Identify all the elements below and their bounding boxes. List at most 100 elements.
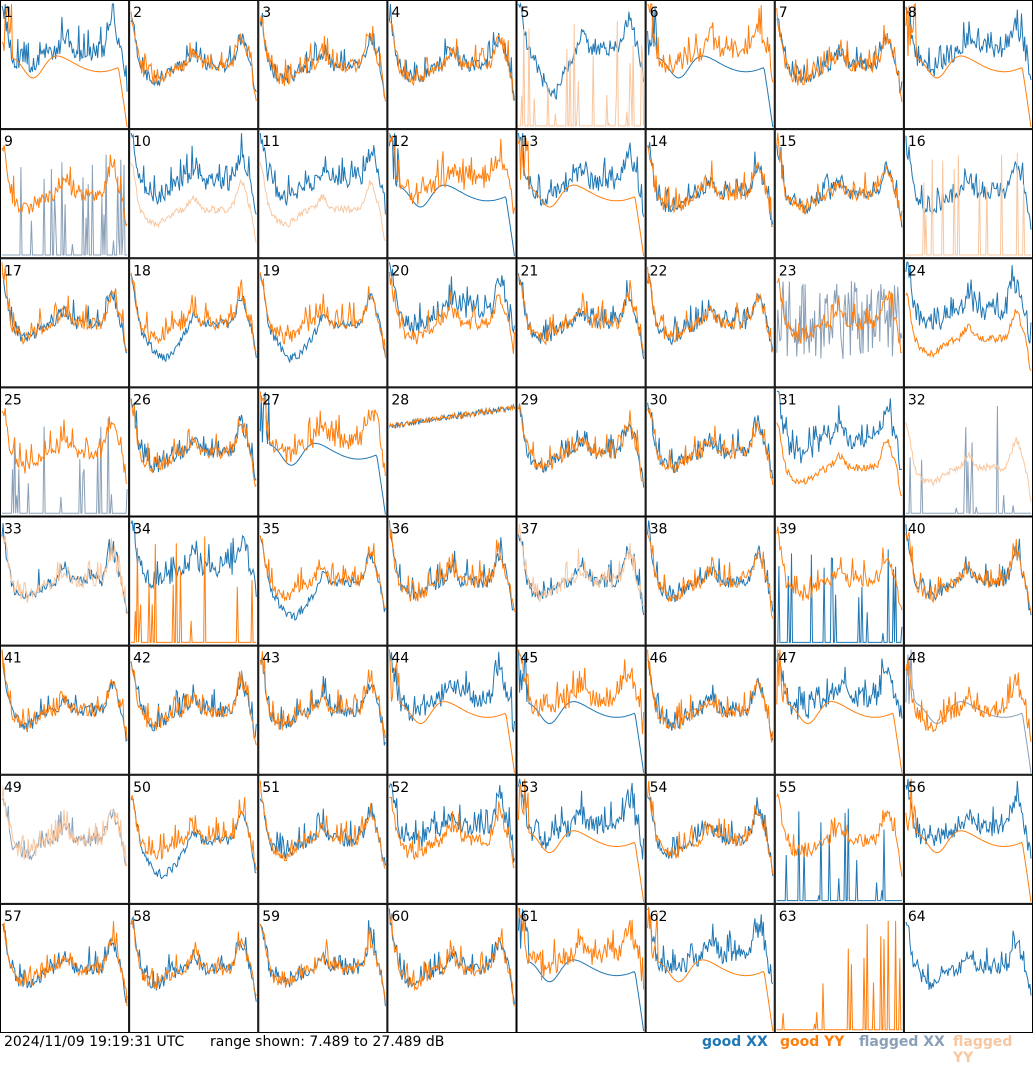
series-xx-64	[905, 921, 1032, 996]
series-yy-35	[259, 535, 386, 609]
series-yy-2	[130, 11, 257, 102]
panel-28: 28	[387, 387, 517, 517]
series-yy-47	[776, 649, 903, 773]
panel-label: 34	[133, 522, 151, 538]
panel-label: 15	[779, 134, 797, 150]
series-xx-62	[647, 906, 774, 985]
panel-8: 8	[903, 0, 1033, 130]
panel-17: 17	[0, 258, 130, 388]
panel-54: 54	[645, 774, 775, 904]
panel-label: 4	[391, 5, 400, 21]
panel-label: 60	[391, 909, 409, 925]
panel-frame	[258, 258, 388, 388]
panel-41: 41	[0, 645, 130, 775]
series-yy-19	[259, 272, 386, 358]
panel-label: 8	[908, 5, 917, 21]
panel-38: 38	[645, 516, 775, 646]
panel-label: 40	[908, 522, 926, 538]
panel-32: 32	[903, 387, 1033, 517]
panel-label: 57	[4, 909, 22, 925]
panel-label: 45	[521, 651, 539, 667]
series-xx-44	[388, 649, 515, 733]
series-yy-50	[130, 795, 257, 871]
panel-61: 61	[516, 903, 646, 1033]
panel-label: 16	[908, 134, 926, 150]
panel-51: 51	[258, 774, 388, 904]
panel-label: 39	[779, 522, 797, 538]
panel-52: 52	[387, 774, 517, 904]
panel-label: 1	[4, 5, 13, 21]
panel-label: 33	[4, 522, 22, 538]
panel-label: 55	[779, 780, 797, 796]
series-yy-59	[259, 923, 386, 1002]
panel-1: 1	[0, 0, 130, 130]
panel-frame	[774, 0, 904, 130]
panel-label: 56	[908, 780, 926, 796]
panel-31: 31	[774, 387, 904, 517]
series-yy-17	[1, 262, 128, 352]
series-yy-36	[388, 521, 515, 612]
series-xx-20	[388, 262, 515, 334]
panel-30: 30	[645, 387, 775, 517]
series-yy-9	[1, 145, 128, 227]
panel-frame	[0, 516, 130, 646]
panel-label: 37	[521, 522, 539, 538]
series-yy-49	[1, 786, 128, 867]
series-xx-17	[1, 272, 128, 354]
series-yy-51	[259, 780, 386, 869]
panel-frame	[129, 774, 259, 904]
panel-frame	[645, 0, 775, 130]
panel-4: 4	[387, 0, 517, 130]
panel-33: 33	[0, 516, 130, 646]
series-yy-20	[388, 271, 515, 354]
panel-frame	[258, 645, 388, 775]
panel-63: 63	[774, 903, 904, 1033]
series-yy-30	[647, 407, 774, 485]
panel-label: 53	[521, 780, 539, 796]
panel-label: 46	[650, 651, 668, 667]
panel-56: 56	[903, 774, 1033, 904]
series-yy-45	[518, 649, 645, 735]
panel-label: 24	[908, 263, 926, 279]
panel-frame	[645, 645, 775, 775]
panel-label: 27	[262, 392, 280, 408]
series-yy-3	[259, 15, 386, 102]
panel-46: 46	[645, 645, 775, 775]
series-yy-15	[776, 133, 903, 221]
panel-label: 36	[391, 522, 409, 538]
series-xx-11	[259, 133, 386, 215]
panel-37: 37	[516, 516, 646, 646]
panel-frame	[903, 0, 1033, 130]
panel-label: 29	[521, 392, 539, 408]
panel-label: 28	[391, 392, 409, 408]
panel-39: 39	[774, 516, 904, 646]
series-xx-13	[518, 133, 645, 217]
panel-frame	[258, 129, 388, 259]
series-yy-12	[388, 133, 515, 215]
panel-frame	[774, 129, 904, 259]
panel-frame	[258, 0, 388, 130]
series-yy-18	[130, 272, 257, 353]
series-yy-48	[905, 659, 1032, 742]
panel-42: 42	[129, 645, 259, 775]
series-yy-5	[518, 20, 645, 127]
panel-13: 13	[516, 129, 646, 259]
series-xx-27	[259, 391, 386, 515]
panel-50: 50	[129, 774, 259, 904]
panel-label: 31	[779, 392, 797, 408]
panel-label: 2	[133, 5, 142, 21]
series-xx-5	[518, 2, 645, 101]
panel-49: 49	[0, 774, 130, 904]
series-yy-13	[518, 137, 645, 257]
panel-label: 52	[391, 780, 409, 796]
panel-2: 2	[129, 0, 259, 130]
panel-label: 30	[650, 392, 668, 408]
series-yy-28	[388, 404, 515, 429]
series-xx-21	[518, 273, 645, 359]
series-yy-27	[259, 391, 386, 476]
series-yy-24	[905, 292, 1032, 372]
panel-label: 9	[4, 134, 13, 150]
panel-frame	[387, 516, 517, 646]
series-yy-10	[130, 162, 257, 243]
panel-frame	[129, 645, 259, 775]
